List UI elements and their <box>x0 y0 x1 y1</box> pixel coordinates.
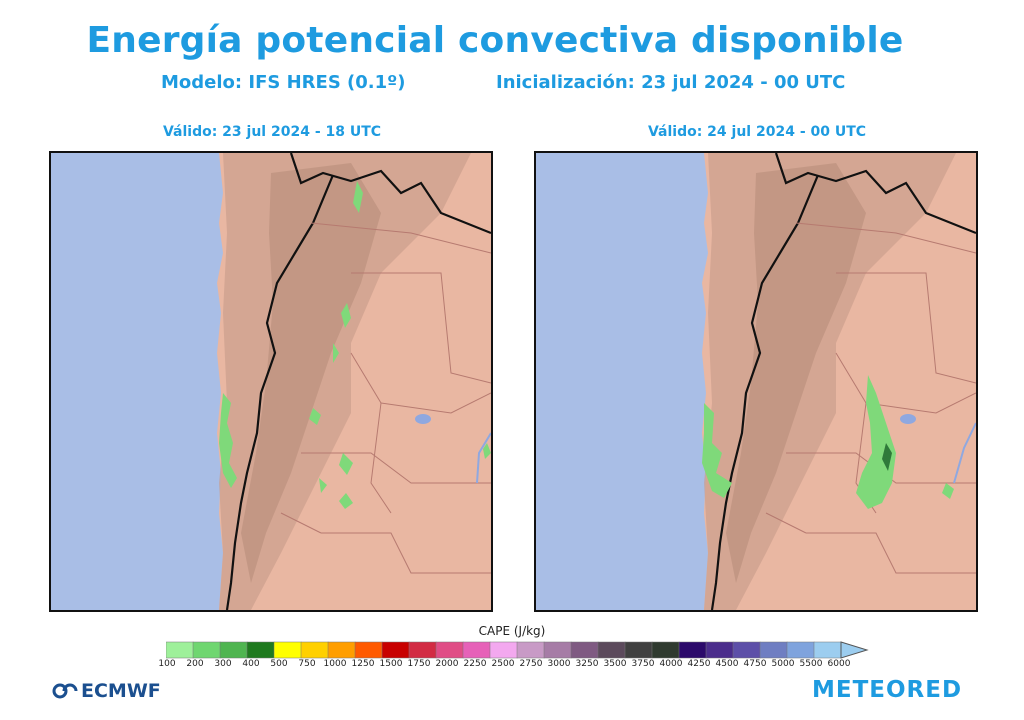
colorbar-tick-label: 750 <box>298 659 316 669</box>
lake <box>900 414 916 424</box>
colorbar-cell <box>219 641 248 659</box>
colorbar-tick-label: 4500 <box>715 659 739 669</box>
colorbar-tick-label: 3500 <box>603 659 627 669</box>
ecmwf-logo-icon <box>52 683 78 699</box>
andes-relief-dark <box>241 163 381 583</box>
colorbar-tick-label: 400 <box>242 659 260 669</box>
cape-core <box>882 443 892 471</box>
colorbar-cell <box>705 641 734 659</box>
colorbar-tick-label: 5000 <box>771 659 795 669</box>
colorbar-tick-label: 4750 <box>743 659 767 669</box>
colorbar-cell <box>732 641 761 659</box>
colorbar-cell <box>435 641 464 659</box>
colorbar-tick-label: 1250 <box>351 659 375 669</box>
map-panel-right <box>534 151 978 612</box>
colorbar <box>166 641 869 659</box>
colorbar-cell <box>462 641 491 659</box>
cape-areas <box>219 181 491 509</box>
colorbar-cell <box>516 641 545 659</box>
colorbar-cell <box>624 641 653 659</box>
colorbar-arrow <box>840 641 869 659</box>
ecmwf-logo-text: ECMWF <box>81 680 161 702</box>
meteored-logo: METEORED <box>812 677 963 703</box>
colorbar-tick-label: 2250 <box>463 659 487 669</box>
page-title: Energía potencial convectiva disponible <box>86 20 904 61</box>
colorbar-ticks: 100 200 300 400 500 750 1000 1250 1500 1750 2000 22… <box>150 659 870 673</box>
colorbar-cell <box>246 641 275 659</box>
colorbar-tick-label: 2500 <box>491 659 515 669</box>
andes-relief-dark <box>726 163 866 583</box>
colorbar-cell <box>786 641 815 659</box>
country-border <box>225 153 491 610</box>
colorbar-cell <box>597 641 626 659</box>
colorbar-cell <box>543 641 572 659</box>
lake <box>415 414 431 424</box>
colorbar-tick-label: 5500 <box>799 659 823 669</box>
colorbar-cell <box>759 641 788 659</box>
country-border <box>710 153 976 610</box>
ecmwf-logo: ECMWF <box>52 680 161 702</box>
colorbar-cell <box>408 641 437 659</box>
colorbar-tick-label: 1000 <box>323 659 347 669</box>
colorbar-cell <box>300 641 329 659</box>
colorbar-tick-label: 1750 <box>407 659 431 669</box>
colorbar-cell <box>678 641 707 659</box>
ocean-area <box>536 153 708 610</box>
valid-time-left: Válido: 23 jul 2024 - 18 UTC <box>162 124 382 140</box>
colorbar-cell <box>192 641 221 659</box>
model-label: Modelo: IFS HRES (0.1º) <box>161 72 406 93</box>
colorbar-cell <box>327 641 356 659</box>
colorbar-tick-label: 100 <box>158 659 176 669</box>
colorbar-tick-label: 3000 <box>547 659 571 669</box>
colorbar-title: CAPE (J/kg) <box>478 624 546 638</box>
colorbar-tick-label: 6000 <box>827 659 851 669</box>
colorbar-tick-label: 2750 <box>519 659 543 669</box>
colorbar-tick-label: 3250 <box>575 659 599 669</box>
colorbar-cell <box>570 641 599 659</box>
colorbar-tick-label: 2000 <box>435 659 459 669</box>
colorbar-tick-label: 200 <box>186 659 204 669</box>
colorbar-cell <box>489 641 518 659</box>
colorbar-tick-label: 4000 <box>659 659 683 669</box>
ocean-area <box>51 153 223 610</box>
colorbar-cell <box>381 641 410 659</box>
province-borders <box>280 222 491 574</box>
colorbar-cell <box>813 641 842 659</box>
cape-areas <box>702 375 954 509</box>
river <box>476 432 491 484</box>
valid-time-right: Válido: 24 jul 2024 - 00 UTC <box>647 124 867 140</box>
colorbar-cell <box>354 641 383 659</box>
init-label: Inicialización: 23 jul 2024 - 00 UTC <box>496 72 846 93</box>
colorbar-tick-label: 500 <box>270 659 288 669</box>
colorbar-cell <box>166 641 194 659</box>
colorbar-tick-label: 1500 <box>379 659 403 669</box>
colorbar-tick-label: 3750 <box>631 659 655 669</box>
colorbar-cell <box>651 641 680 659</box>
river <box>953 422 976 484</box>
colorbar-cell <box>273 641 302 659</box>
colorbar-tick-label: 4250 <box>687 659 711 669</box>
map-panel-left <box>49 151 493 612</box>
colorbar-tick-label: 300 <box>214 659 232 669</box>
